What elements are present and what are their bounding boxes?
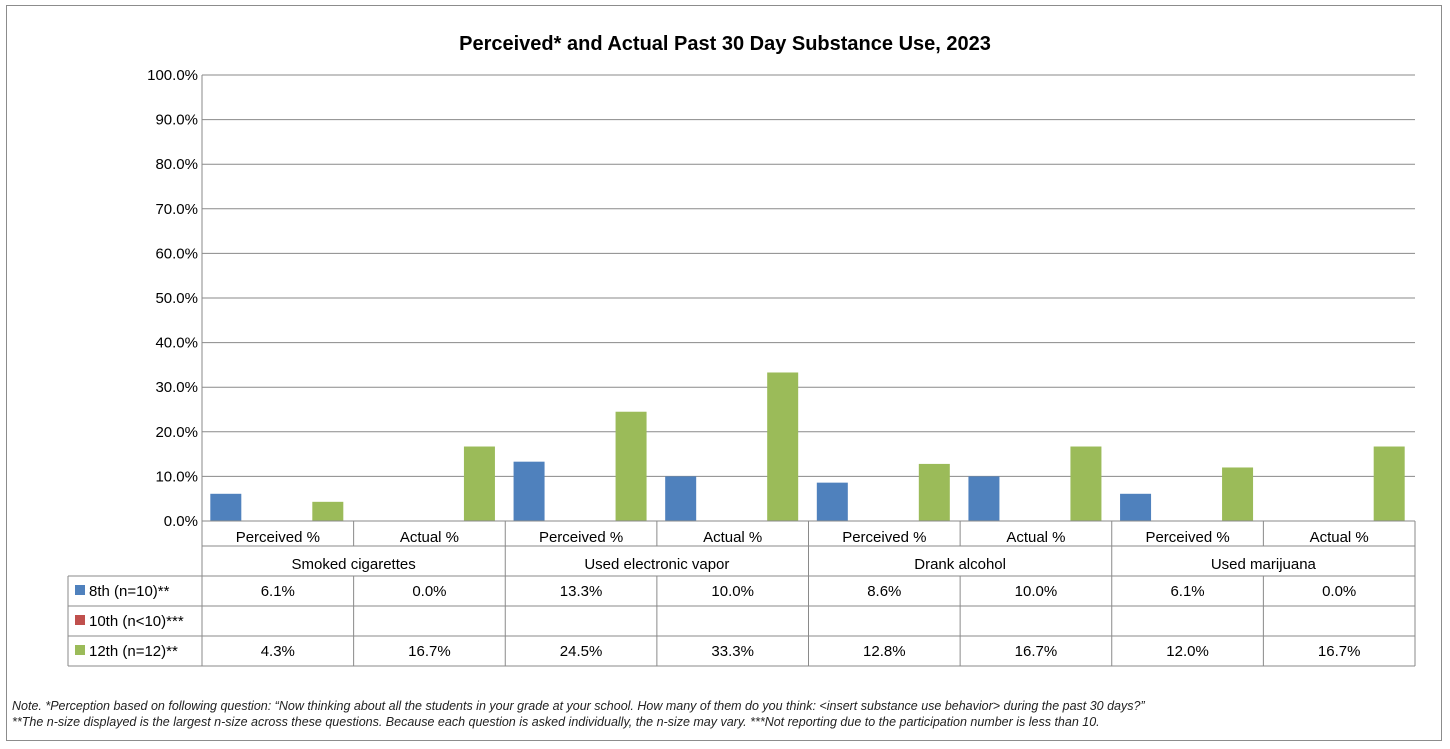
y-tick-label: 10.0% — [155, 468, 198, 485]
y-tick-label: 60.0% — [155, 245, 198, 262]
legend-label: 12th (n=12)** — [89, 643, 178, 660]
y-tick-label: 80.0% — [155, 156, 198, 173]
data-table: Perceived % Actual % Perceived % Actual % Pe… — [67, 520, 1416, 667]
x-subcategory-label: Perceived % — [539, 529, 623, 546]
gridlines — [201, 74, 1415, 522]
bar — [968, 476, 1000, 521]
data-table-value: 4.3% — [261, 643, 295, 660]
footnote-line-1: Note. *Perception based on following que… — [12, 699, 1145, 713]
bar — [767, 372, 799, 521]
data-table-value: 8.6% — [867, 583, 901, 600]
x-subcategory-label: Actual % — [703, 529, 762, 546]
data-table-value: 10.0% — [1015, 583, 1058, 600]
data-table-value: 16.7% — [408, 643, 451, 660]
legend-swatch — [75, 585, 85, 595]
y-tick-label: 70.0% — [155, 201, 198, 218]
x-subcategory-label: Perceived % — [236, 529, 320, 546]
bar — [210, 493, 242, 521]
data-table-value: 16.7% — [1015, 643, 1058, 660]
y-tick-label: 40.0% — [155, 335, 198, 352]
legend-swatch — [75, 615, 85, 625]
bar — [1120, 493, 1152, 521]
chart-frame — [6, 5, 1442, 741]
data-table-value: 0.0% — [1322, 583, 1356, 600]
bar — [816, 482, 848, 521]
x-group-label: Used electronic vapor — [584, 556, 729, 573]
y-axis-tick-labels: 0.0% 10.0% 20.0% 30.0% 40.0% 50.0% 60.0% 70.0% 8… — [147, 67, 198, 530]
footnote: Note. *Perception based on following que… — [12, 698, 1437, 730]
bar — [1222, 467, 1254, 521]
data-table-value: 12.0% — [1166, 643, 1209, 660]
bar — [312, 501, 344, 521]
data-table-value: 10.0% — [711, 583, 754, 600]
legend-swatch — [75, 645, 85, 655]
data-table-value: 6.1% — [1170, 583, 1204, 600]
bar — [513, 461, 545, 521]
y-tick-label: 100.0% — [147, 67, 198, 84]
bar — [1070, 446, 1102, 521]
y-tick-label: 30.0% — [155, 379, 198, 396]
x-group-label: Drank alcohol — [914, 556, 1006, 573]
legend-label: 10th (n<10)*** — [89, 613, 184, 630]
data-table-value: 33.3% — [711, 643, 754, 660]
x-group-label: Used marijuana — [1211, 556, 1317, 573]
chart: Perceived* and Actual Past 30 Day Substa… — [67, 33, 1416, 667]
x-subcategory-label: Actual % — [1310, 529, 1369, 546]
bar — [918, 463, 950, 521]
bar — [615, 411, 647, 521]
bar — [463, 446, 495, 521]
data-table-value: 24.5% — [560, 643, 603, 660]
y-tick-label: 90.0% — [155, 112, 198, 129]
x-group-label: Smoked cigarettes — [292, 556, 416, 573]
footnote-line-2: **The n-size displayed is the largest n-… — [12, 715, 1100, 729]
data-table-value: 12.8% — [863, 643, 906, 660]
bars — [210, 372, 1405, 521]
bar — [1373, 446, 1405, 521]
data-table-value: 6.1% — [261, 583, 295, 600]
y-tick-label: 0.0% — [164, 513, 198, 530]
y-tick-label: 20.0% — [155, 424, 198, 441]
x-subcategory-label: Perceived % — [1145, 529, 1229, 546]
x-subcategory-label: Actual % — [1006, 529, 1065, 546]
y-tick-label: 50.0% — [155, 290, 198, 307]
x-subcategory-label: Perceived % — [842, 529, 926, 546]
data-table-value: 16.7% — [1318, 643, 1361, 660]
legend-label: 8th (n=10)** — [89, 583, 170, 600]
data-table-value: 0.0% — [412, 583, 446, 600]
data-table-value: 13.3% — [560, 583, 603, 600]
bar — [665, 476, 697, 521]
x-subcategory-label: Actual % — [400, 529, 459, 546]
chart-title: Perceived* and Actual Past 30 Day Substa… — [459, 33, 991, 55]
